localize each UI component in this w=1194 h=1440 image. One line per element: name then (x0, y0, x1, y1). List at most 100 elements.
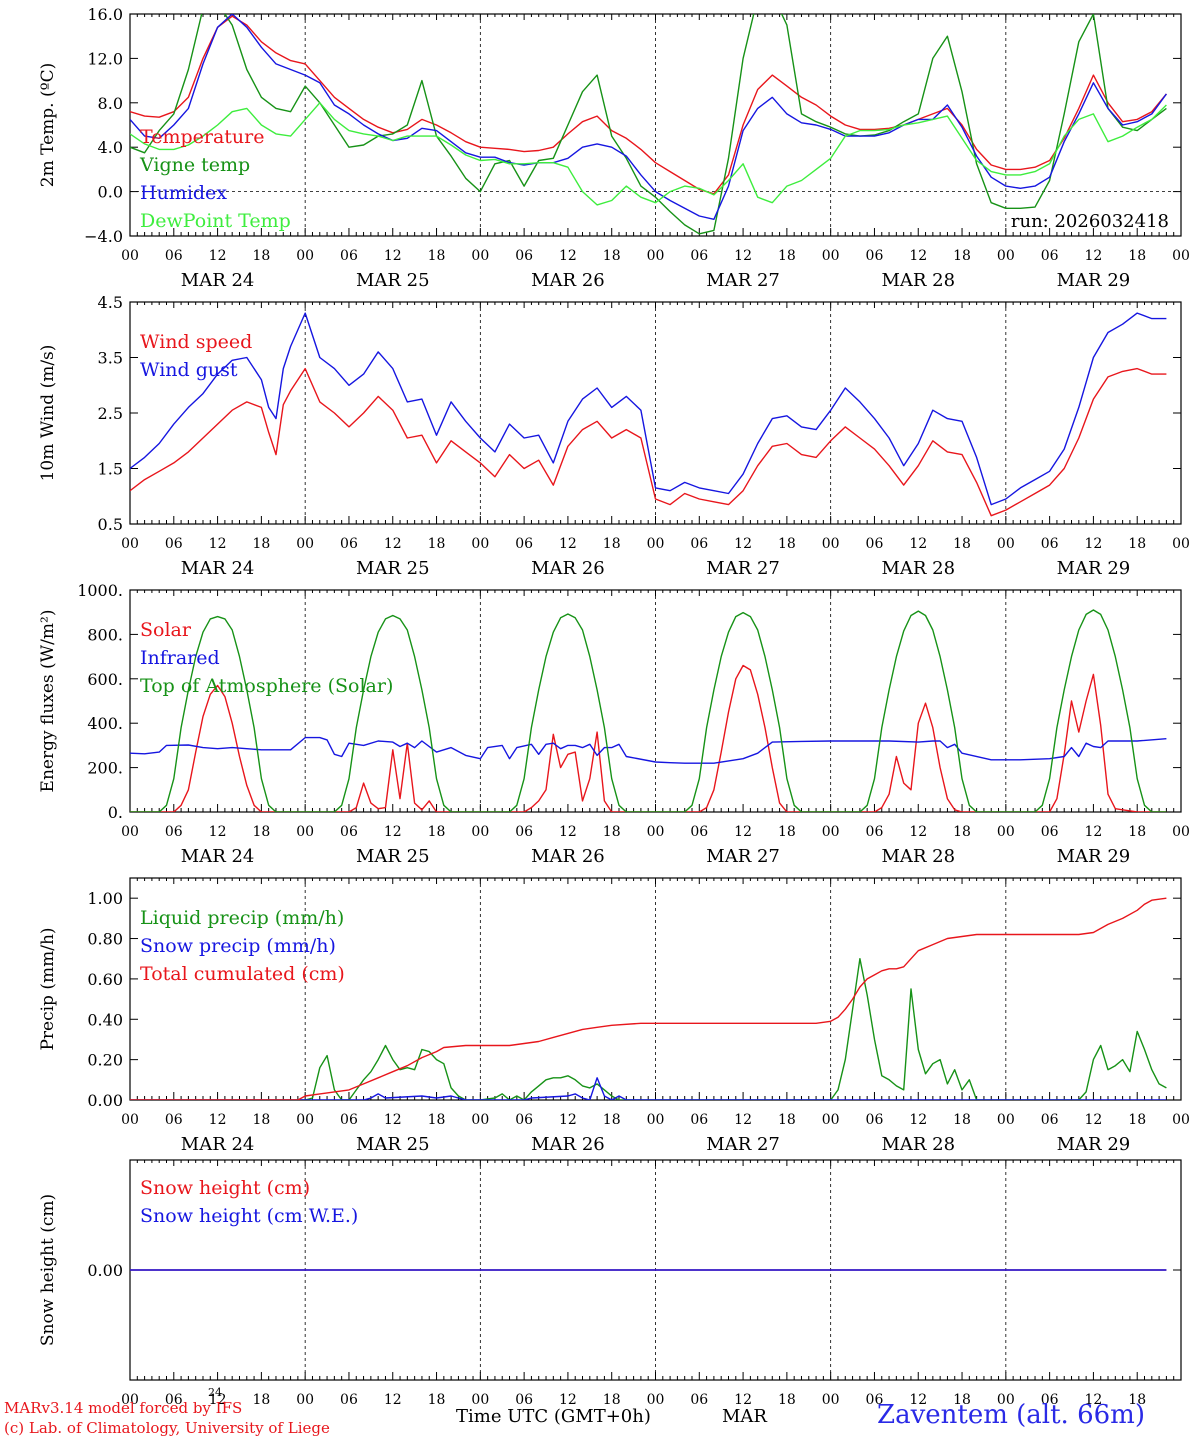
y-tick-label: 0.0 (98, 183, 123, 202)
x-day-label: MAR 26 (531, 1134, 605, 1155)
x-hour-label: 12 (909, 824, 927, 840)
x-hour-label: 12 (209, 248, 227, 264)
series-line-snow-precip-mm-h- (130, 1077, 1167, 1100)
y-tick-label: 2.5 (98, 404, 123, 423)
copyright-line: (c) Lab. of Climatology, University of L… (4, 1419, 330, 1437)
month-label: MAR (722, 1406, 767, 1427)
x-hour-label: 06 (515, 248, 533, 264)
x-hour-label: 06 (165, 1392, 183, 1408)
y-tick-label: 3.5 (98, 349, 123, 368)
x-day-label: MAR 24 (181, 846, 255, 867)
series-line-top-of-atmosphere-solar- (130, 609, 1167, 812)
legend-entry: Top of Atmosphere (Solar) (140, 675, 393, 697)
x-hour-label: 18 (953, 1112, 971, 1128)
x-hour-label: 12 (384, 824, 402, 840)
y-tick-label: 400. (87, 714, 123, 733)
x-hour-label: 00 (822, 1112, 840, 1128)
legend-entry: Liquid precip (mm/h) (140, 907, 344, 929)
x-hour-label: 06 (515, 824, 533, 840)
x-day-label: MAR 24 (181, 1134, 255, 1155)
x-hour-label: 12 (734, 536, 752, 552)
x-hour-label: 06 (1041, 536, 1059, 552)
x-day-label: MAR 28 (881, 1134, 955, 1155)
x-hour-label: 00 (647, 1112, 665, 1128)
legend-entry: Humidex (140, 182, 227, 204)
x-hour-label: 12 (209, 824, 227, 840)
x-hour-label: 18 (1128, 248, 1146, 264)
x-hour-label: 12 (384, 1112, 402, 1128)
x-hour-label: 18 (1128, 536, 1146, 552)
x-hour-label: 00 (121, 1112, 139, 1128)
x-hour-label: 00 (997, 248, 1015, 264)
x-hour-label: 00 (1172, 1112, 1190, 1128)
x-hour-label: 06 (866, 824, 884, 840)
y-tick-label: 0.40 (87, 1010, 123, 1029)
x-hour-label: 12 (384, 248, 402, 264)
legend-entry: DewPoint Temp (140, 210, 291, 232)
x-hour-label: 06 (690, 1112, 708, 1128)
x-hour-label: 06 (866, 1112, 884, 1128)
x-hour-label: 12 (209, 1392, 227, 1408)
x-hour-label: 12 (1085, 1112, 1103, 1128)
x-hour-label: 00 (647, 536, 665, 552)
x-day-label: MAR 29 (1057, 846, 1131, 867)
x-hour-label: 12 (734, 1112, 752, 1128)
x-hour-label: 00 (121, 824, 139, 840)
x-hour-label: 00 (822, 248, 840, 264)
y-tick-label: 12.0 (87, 49, 123, 68)
x-hour-label: 00 (296, 536, 314, 552)
x-hour-label: 00 (1172, 248, 1190, 264)
x-hour-label: 06 (165, 1112, 183, 1128)
x-day-label: MAR 28 (881, 270, 955, 291)
x-hour-label: 06 (690, 536, 708, 552)
x-hour-label: 00 (997, 536, 1015, 552)
x-day-label: MAR 27 (706, 846, 780, 867)
x-hour-label: 00 (822, 536, 840, 552)
x-hour-label: 06 (340, 824, 358, 840)
x-hour-label: 06 (690, 824, 708, 840)
x-hour-label: 12 (909, 1392, 927, 1408)
x-hour-label: 00 (121, 536, 139, 552)
series-line-solar (130, 664, 1167, 812)
x-hour-label: 12 (1085, 248, 1103, 264)
model-info: MARv3.14 model forced by IFS (c) Lab. of… (4, 1398, 330, 1438)
x-hour-label: 12 (559, 1392, 577, 1408)
x-hour-label: 06 (866, 248, 884, 264)
x-hour-label: 18 (778, 1112, 796, 1128)
day-marker: 24 (208, 1386, 222, 1399)
x-hour-label: 06 (866, 536, 884, 552)
y-tick-label: 0.80 (87, 930, 123, 949)
x-hour-label: 00 (997, 1112, 1015, 1128)
x-hour-label: 18 (778, 1392, 796, 1408)
x-hour-label: 18 (252, 1392, 270, 1408)
x-hour-label: 06 (165, 824, 183, 840)
series-line-infrared (130, 736, 1167, 764)
x-hour-label: 12 (734, 248, 752, 264)
x-hour-label: 18 (778, 824, 796, 840)
y-tick-label: 1.00 (87, 889, 123, 908)
x-hour-label: 12 (384, 536, 402, 552)
x-hour-label: 06 (340, 1392, 358, 1408)
x-hour-label: 06 (340, 1112, 358, 1128)
y-tick-label: 0.5 (98, 515, 123, 534)
legend-entry: Vigne temp (139, 154, 250, 176)
y-axis-title-wind: 10m Wind (m/s) (38, 345, 58, 482)
series-line-wind-gust (130, 312, 1167, 506)
x-hour-label: 12 (559, 248, 577, 264)
x-hour-label: 12 (909, 1112, 927, 1128)
y-tick-label: 0.60 (87, 970, 123, 989)
x-hour-label: 00 (296, 248, 314, 264)
x-day-label: MAR 24 (181, 270, 255, 291)
x-day-label: MAR 25 (356, 846, 430, 867)
x-hour-label: 00 (296, 1112, 314, 1128)
x-hour-label: 18 (428, 1392, 446, 1408)
x-hour-label: 00 (296, 1392, 314, 1408)
x-hour-label: 18 (252, 1112, 270, 1128)
x-hour-label: 12 (559, 824, 577, 840)
x-hour-label: 18 (953, 248, 971, 264)
y-tick-label: 0.20 (87, 1051, 123, 1070)
y-tick-label: −4.0 (84, 227, 123, 246)
x-axis-label: Time UTC (GMT+0h) (456, 1406, 651, 1427)
x-hour-label: 06 (515, 1112, 533, 1128)
y-tick-label: 8.0 (98, 94, 123, 113)
